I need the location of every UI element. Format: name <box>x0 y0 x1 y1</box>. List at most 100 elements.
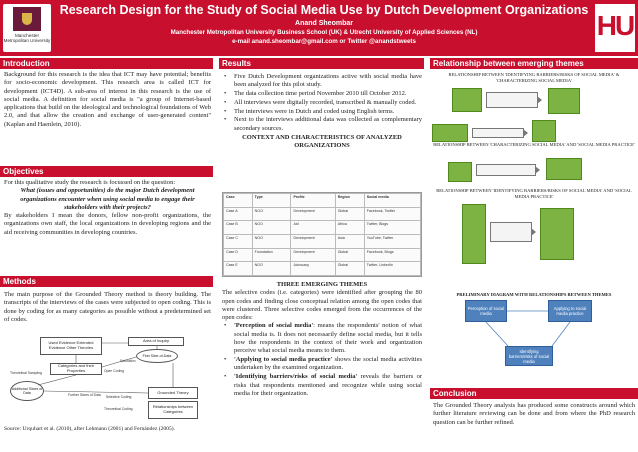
diagram-box-characterizing-2 <box>432 124 468 142</box>
theme-item: 'Perception of social media': means the … <box>222 322 422 355</box>
arrow-head-icon <box>537 96 542 104</box>
results-bullet: The data collection time period November… <box>222 90 422 99</box>
theme-description: shows the social media activities undert… <box>234 356 422 372</box>
results-bullet: All interviews were digitally recorded, … <box>222 99 422 108</box>
table-cell: Development <box>290 247 336 263</box>
table-cell: NGO <box>251 233 292 249</box>
diagram-label-theoretical-sampling: Theoretical Sampling <box>10 371 42 375</box>
results-bullet: Five Dutch Development organizations act… <box>222 73 422 90</box>
results-bullet: Next to the interviews additional data w… <box>222 116 422 133</box>
theme-name: 'Identifying barriers/risks of social me… <box>234 373 358 381</box>
university-logo: Manchester Metropolitan University <box>3 4 51 52</box>
table-header-cell: Social media <box>363 193 422 208</box>
table-cell: NGO <box>251 261 292 276</box>
relationship-caption-2: RELATIONSHIP BETWEEN 'CHARACTERIZING SOC… <box>433 142 635 147</box>
themes-list: 'Perception of social media': means the … <box>222 322 422 398</box>
relationship-caption-4: PRELIMINARY DIAGRAM WITH RELATIONSHIPS B… <box>456 292 612 297</box>
diagram-label-theoretical-coding: Theoretical Coding <box>104 407 133 411</box>
table-cell: Aid <box>290 220 336 235</box>
table-cell: Facebook, Blogs <box>363 247 422 263</box>
relationship-caption-1: RELATIONSHIP BETWEEN 'IDENTIFYING BARRIE… <box>448 72 620 83</box>
table-cell: YouTube, Twitter <box>363 233 422 249</box>
theme-description: : means the respondents' notion of what … <box>234 322 423 355</box>
theme-item: 'Identifying barriers/risks of social me… <box>222 373 422 398</box>
organizations-table: Case Type Profile Region Social media Ca… <box>222 192 422 277</box>
section-heading-methods: Methods <box>0 276 213 287</box>
diagram-box-practice-2 <box>448 162 472 182</box>
diagram-label-open-coding: Open Coding <box>104 369 124 373</box>
theme-name: 'Applying to social media practice' <box>234 356 333 364</box>
methods-source: Source: Urquhart et al. (2010), after Le… <box>4 426 176 432</box>
section-heading-objectives: Objectives <box>0 166 213 177</box>
university-logo-text: Manchester Metropolitan University <box>3 33 51 44</box>
table-cell: NGO <box>251 206 292 222</box>
table-header-cell: Case <box>223 193 253 208</box>
diagram-box-barriers-3 <box>462 204 486 264</box>
relationship-arrow-4 <box>490 222 536 242</box>
conclusion-text: The Grounded Theory analysis has produce… <box>433 402 635 427</box>
diagram-box-practice-3 <box>546 158 582 180</box>
diagram-label-further-slices: Further Slices of Data <box>68 393 101 397</box>
table-cell: Advocacy <box>290 261 336 276</box>
table-cell: Case D <box>223 247 253 263</box>
methods-body: The main purpose of the Grounded Theory … <box>4 291 211 323</box>
section-heading-results: Results <box>219 58 424 69</box>
relationship-arrow-2 <box>472 128 528 138</box>
theme-item: 'Applying to social media practice' show… <box>222 356 422 373</box>
table-cell: Asia <box>334 233 365 249</box>
poster-title: Research Design for the Study of Social … <box>59 3 589 17</box>
table-cell: Twitter, Blogs <box>363 220 422 235</box>
diagram-grounded-theory: Grounded Theory <box>148 387 198 399</box>
table-row: Case B NGO Aid Africa Twitter, Blogs <box>223 220 422 235</box>
introduction-text: Background for this research is the idea… <box>4 71 211 129</box>
objectives-text: For this qualitative study the research … <box>4 179 211 237</box>
table-cell: NGO <box>251 220 292 235</box>
prelim-box-perception: Perception of social media <box>465 300 507 322</box>
themes-title: THREE EMERGING THEMES <box>276 281 368 288</box>
contact-info: e-mail anand.sheombar@gmail.com or Twitt… <box>232 38 416 45</box>
section-heading-introduction: Introduction <box>0 58 213 69</box>
theme-name: 'Perception of social media' <box>234 322 314 330</box>
arrow-head-icon <box>531 228 536 236</box>
prelim-box-practice: Applying to social media practice <box>548 300 592 322</box>
diagram-first-slice: First Slice-of-Data <box>136 349 178 363</box>
table-header-row: Case Type Profile Region Social media <box>223 193 422 208</box>
crest-icon <box>13 7 41 31</box>
table-cell: Case E <box>223 261 253 276</box>
hu-logo-text: HU <box>596 10 635 41</box>
poster-header: Manchester Metropolitan University Resea… <box>0 0 638 56</box>
arrow-head-icon <box>535 166 540 174</box>
table-cell: Foundation <box>251 247 292 263</box>
prelim-diagram-arrows <box>485 310 571 347</box>
methods-text: The main purpose of the Grounded Theory … <box>4 291 211 324</box>
table-cell: Global <box>334 206 365 222</box>
results-bullet: The interviews were in Dutch and coded u… <box>222 108 422 117</box>
diagram-box-practice-4 <box>540 208 574 260</box>
table-cell: Case A <box>223 206 253 222</box>
diagram-arrows <box>37 342 174 394</box>
table-header-cell: Type <box>251 193 292 208</box>
table-cell: Case B <box>223 220 253 235</box>
table-title: CONTEXT AND CHARACTERISTICS OF ANALYZED … <box>242 134 402 150</box>
results-bullet-list: Five Dutch Development organizations act… <box>222 73 422 133</box>
research-question: What (issues and opportunities) do the m… <box>20 187 195 211</box>
diagram-label-saturation: Saturation <box>120 359 136 363</box>
table-cell: Case C <box>223 233 253 249</box>
table-cell: Africa <box>334 220 365 235</box>
table-cell: Development <box>290 206 336 222</box>
section-heading-relationships: Relationship between emerging themes <box>430 58 638 69</box>
table-cell: Facebook, Twitter <box>363 206 422 222</box>
themes-text: THREE EMERGING THEMES The selective code… <box>222 281 422 399</box>
section-heading-conclusion: Conclusion <box>430 388 638 399</box>
table-header-cell: Region <box>334 193 365 208</box>
diagram-box-barriers <box>452 88 482 112</box>
diagram-relationships: Relationships between Categories <box>148 401 198 419</box>
objectives-body: By stakeholders I mean the donors, fello… <box>4 212 211 236</box>
introduction-body: Background for this research is the idea… <box>4 71 211 128</box>
table-cell: Twitter, LinkedIn <box>363 261 422 276</box>
objectives-intro: For this qualitative study the research … <box>4 179 176 186</box>
author-name: Anand Sheombar <box>295 20 353 27</box>
table-cell: Development <box>290 233 336 249</box>
arrow-head-icon <box>523 129 528 137</box>
diagram-box-practice <box>532 120 556 142</box>
